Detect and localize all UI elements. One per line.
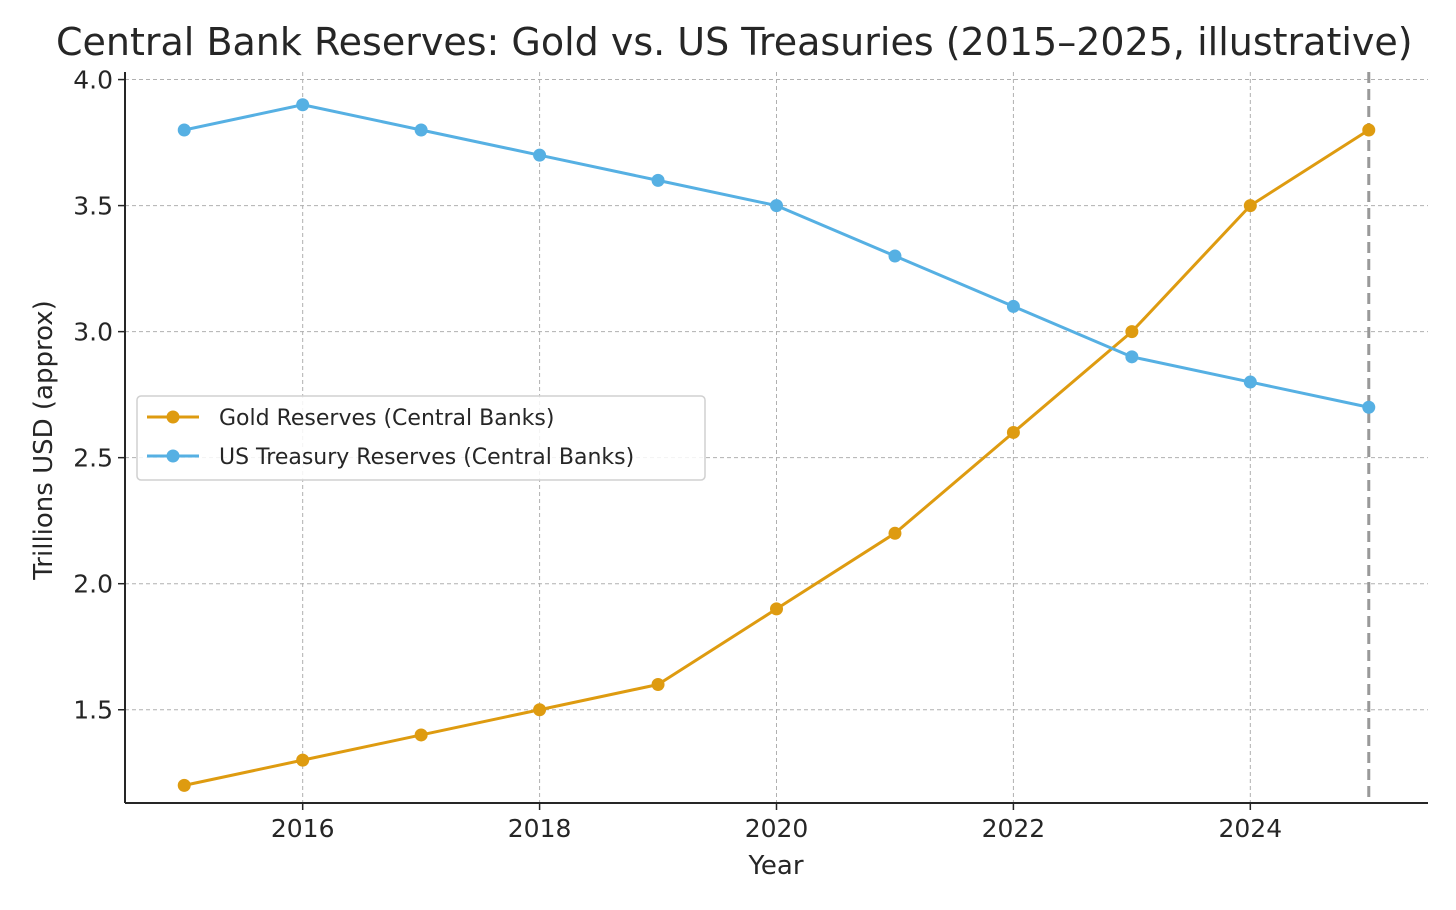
data-point <box>651 173 665 187</box>
data-point <box>296 753 310 767</box>
x-tick-label: 2020 <box>745 814 809 843</box>
data-point <box>296 98 310 112</box>
data-point <box>1006 299 1020 313</box>
y-tick-label: 2.0 <box>73 570 113 599</box>
y-tick-label: 1.5 <box>73 696 113 725</box>
data-point <box>1006 425 1020 439</box>
legend-label: US Treasury Reserves (Central Banks) <box>219 445 634 470</box>
x-tick-label: 2016 <box>271 814 335 843</box>
data-point <box>533 148 547 162</box>
legend: Gold Reserves (Central Banks) US Treasury… <box>136 395 706 481</box>
y-tick-label: 4.0 <box>73 66 113 95</box>
x-axis-label: Year <box>747 851 803 881</box>
chart-title: Central Bank Reserves: Gold vs. US Treas… <box>56 20 1413 64</box>
data-point <box>177 778 191 792</box>
data-point <box>177 123 191 137</box>
data-point <box>533 703 547 717</box>
x-tick-label: 2018 <box>508 814 572 843</box>
legend-marker <box>166 449 180 463</box>
data-point <box>1125 325 1139 339</box>
data-point <box>651 678 665 692</box>
data-point <box>770 602 783 616</box>
data-point <box>414 728 428 742</box>
legend-label: Gold Reserves (Central Banks) <box>219 406 554 431</box>
data-point <box>1243 375 1257 389</box>
data-point <box>1362 400 1376 414</box>
data-point <box>414 123 428 137</box>
y-tick-label: 3.0 <box>73 318 113 347</box>
y-axis-label: Trillions USD (approx) <box>29 300 59 581</box>
legend-box <box>136 395 706 481</box>
axes: 2016 2018 2020 2022 2024 1.5 2.0 2.5 3.0 3.5 4.0 <box>73 66 1428 843</box>
data-point <box>1125 350 1139 364</box>
data-point <box>770 199 783 213</box>
x-tick-label: 2022 <box>982 814 1046 843</box>
y-tick-label: 2.5 <box>73 444 113 473</box>
x-tick-label: 2024 <box>1219 814 1283 843</box>
data-point <box>1362 123 1376 137</box>
legend-marker <box>166 410 180 424</box>
series-layer <box>177 98 1376 792</box>
data-point <box>888 249 902 263</box>
data-point <box>1243 199 1257 213</box>
y-tick-label: 3.5 <box>73 192 113 221</box>
data-point <box>888 526 902 540</box>
